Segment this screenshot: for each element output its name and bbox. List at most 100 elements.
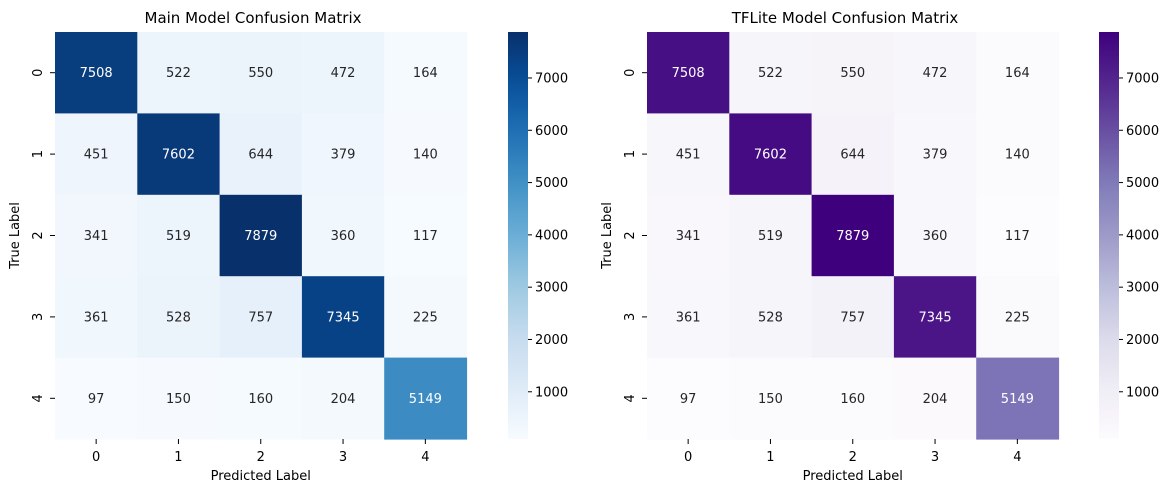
cell-value-label: 341 (676, 229, 701, 244)
cell-value-label: 644 (248, 148, 273, 163)
cell-value-label: 5149 (1001, 392, 1034, 407)
cell-value-label: 7508 (672, 66, 705, 81)
tflite-colorbar (1099, 32, 1119, 439)
cell-value-label: 140 (413, 148, 438, 163)
y-tick-label: 3 (623, 313, 638, 321)
heatmap-cell (811, 194, 895, 277)
colorbar-tick-label: 1000 (535, 385, 568, 400)
cell-value-label: 225 (1005, 310, 1030, 325)
y-tick-label: 4 (623, 394, 638, 402)
tflite-model-heatmap-panel: TFLite Model Confusion Matrix 7508 522 550 4… (600, 9, 1159, 484)
heatmap-cell (137, 113, 221, 196)
heatmap-cell (384, 32, 468, 114)
heatmap-cell (729, 357, 813, 440)
heatmap-cell (729, 113, 813, 196)
cell-value-label: 160 (248, 392, 273, 407)
heatmap-cell (137, 194, 221, 277)
heatmap-cell (647, 357, 730, 440)
cell-value-label: 7508 (80, 66, 113, 81)
heatmap-cell (893, 32, 977, 114)
cell-value-label: 97 (88, 392, 105, 407)
heatmap-cell (893, 194, 977, 277)
heatmap-cell (976, 113, 1060, 196)
heatmap-cell (729, 276, 813, 359)
cell-value-label: 550 (840, 66, 865, 81)
heatmap-cell (384, 276, 468, 359)
cell-value-label: 528 (166, 310, 191, 325)
x-tick-label: 1 (174, 450, 182, 465)
heatmap-cell (219, 32, 303, 114)
heatmap-cell (219, 357, 303, 440)
main-chart-title: Main Model Confusion Matrix (145, 9, 362, 27)
x-tick-label: 4 (1013, 450, 1021, 465)
heatmap-cell (301, 194, 385, 277)
cell-value-label: 140 (1005, 148, 1030, 163)
heatmap-cell (647, 32, 730, 114)
y-tick-label: 1 (31, 150, 46, 158)
heatmap-cell (384, 357, 468, 440)
main-x-axis-label: Predicted Label (211, 469, 311, 484)
cell-value-label: 550 (248, 66, 273, 81)
heatmap-cell (384, 113, 468, 196)
heatmap-cell (976, 357, 1060, 440)
cell-value-label: 117 (413, 229, 438, 244)
cell-value-label: 472 (923, 66, 948, 81)
cell-value-label: 472 (331, 66, 356, 81)
x-tick-label: 3 (339, 450, 347, 465)
cell-value-label: 644 (840, 148, 865, 163)
cell-value-label: 341 (84, 229, 109, 244)
heatmap-cell (976, 32, 1060, 114)
x-tick-label: 2 (257, 450, 265, 465)
cell-value-label: 519 (166, 229, 191, 244)
cell-value-label: 160 (840, 392, 865, 407)
cell-value-label: 361 (676, 310, 701, 325)
heatmap-cell (976, 194, 1060, 277)
cell-value-label: 164 (413, 66, 438, 81)
heatmap-cell (55, 32, 138, 114)
cell-value-label: 361 (84, 310, 109, 325)
cell-value-label: 7345 (919, 310, 952, 325)
tflite-chart-title: TFLite Model Confusion Matrix (731, 9, 959, 27)
y-tick-label: 4 (31, 394, 46, 402)
x-tick-label: 3 (931, 450, 939, 465)
heatmap-cell (55, 113, 138, 196)
y-tick-label: 0 (623, 69, 638, 77)
cell-value-label: 379 (923, 148, 948, 163)
colorbar-tick-label: 5000 (1126, 176, 1159, 191)
heatmap-cell (647, 276, 730, 359)
heatmap-cell (384, 194, 468, 277)
cell-value-label: 379 (331, 148, 356, 163)
colorbar-tick-label: 3000 (535, 281, 568, 296)
heatmap-cell (137, 357, 221, 440)
heatmap-cell (219, 276, 303, 359)
tflite-y-axis-label: True Label (600, 202, 615, 270)
colorbar-tick-label: 3000 (1126, 281, 1159, 296)
cell-value-label: 7879 (244, 229, 277, 244)
cell-value-label: 757 (840, 310, 865, 325)
y-tick-label: 3 (31, 313, 46, 321)
heatmap-cell (893, 113, 977, 196)
colorbar-tick-label: 1000 (1126, 385, 1159, 400)
main-y-axis-label: True Label (8, 202, 23, 270)
y-tick-label: 1 (623, 150, 638, 158)
heatmap-cell (729, 194, 813, 277)
cell-value-label: 451 (84, 148, 109, 163)
x-tick-label: 0 (92, 450, 100, 465)
cell-value-label: 360 (331, 229, 356, 244)
heatmap-cell (301, 113, 385, 196)
y-tick-label: 2 (623, 231, 638, 239)
cell-value-label: 5149 (409, 392, 442, 407)
colorbar-tick-label: 7000 (535, 71, 568, 86)
heatmap-cell (301, 32, 385, 114)
x-tick-label: 1 (766, 450, 774, 465)
cell-value-label: 360 (923, 229, 948, 244)
cell-value-label: 451 (676, 148, 701, 163)
cell-value-label: 519 (758, 229, 783, 244)
cell-value-label: 117 (1005, 229, 1030, 244)
colorbar-tick-label: 6000 (1126, 124, 1159, 139)
heatmap-cell (811, 32, 895, 114)
x-tick-label: 0 (684, 450, 692, 465)
x-tick-label: 2 (849, 450, 857, 465)
heatmap-cell (729, 32, 813, 114)
